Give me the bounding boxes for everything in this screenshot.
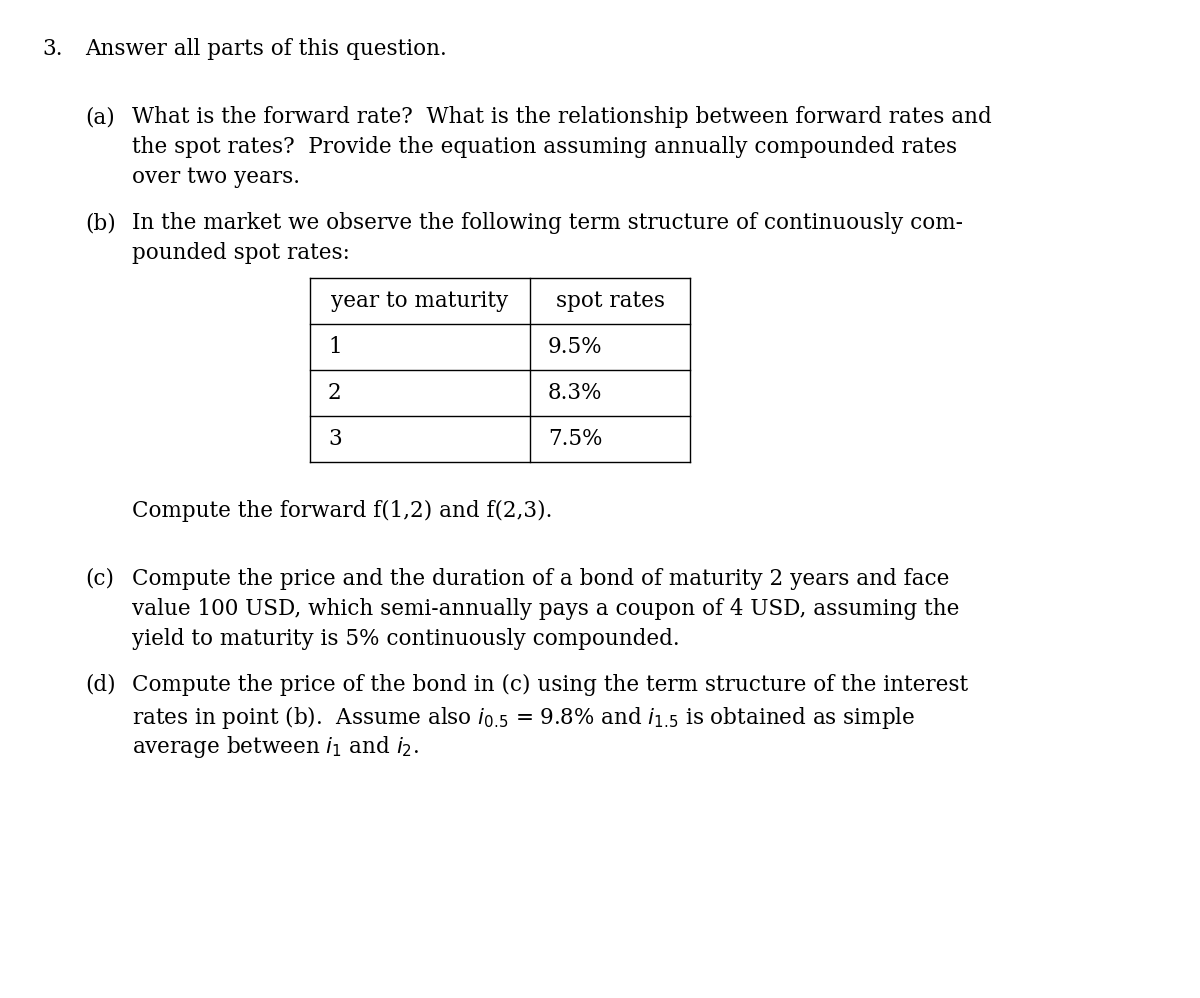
Text: 3.: 3.	[42, 38, 62, 60]
Text: 8.3%: 8.3%	[548, 382, 602, 404]
Text: (d): (d)	[85, 674, 115, 696]
Text: In the market we observe the following term structure of continuously com-: In the market we observe the following t…	[132, 212, 964, 234]
Text: Compute the price and the duration of a bond of maturity 2 years and face: Compute the price and the duration of a …	[132, 568, 949, 590]
Text: 3: 3	[328, 428, 342, 450]
Text: yield to maturity is 5% continuously compounded.: yield to maturity is 5% continuously com…	[132, 628, 679, 650]
Text: 1: 1	[328, 336, 342, 358]
Text: rates in point (b).  Assume also $i_{0.5}$ = 9.8% and $i_{1.5}$ is obtained as s: rates in point (b). Assume also $i_{0.5}…	[132, 704, 916, 731]
Text: 9.5%: 9.5%	[548, 336, 602, 358]
Text: the spot rates?  Provide the equation assuming annually compounded rates: the spot rates? Provide the equation ass…	[132, 136, 958, 158]
Text: pounded spot rates:: pounded spot rates:	[132, 242, 350, 264]
Text: (a): (a)	[85, 106, 115, 128]
Text: spot rates: spot rates	[556, 290, 665, 312]
Text: average between $i_1$ and $i_2$.: average between $i_1$ and $i_2$.	[132, 734, 419, 760]
Text: (c): (c)	[85, 568, 114, 590]
Text: over two years.: over two years.	[132, 166, 300, 188]
Text: Compute the forward f(1,2) and f(2,3).: Compute the forward f(1,2) and f(2,3).	[132, 500, 552, 522]
Text: 7.5%: 7.5%	[548, 428, 602, 450]
Text: What is the forward rate?  What is the relationship between forward rates and: What is the forward rate? What is the re…	[132, 106, 991, 128]
Text: (b): (b)	[85, 212, 115, 234]
Text: value 100 USD, which semi-annually pays a coupon of 4 USD, assuming the: value 100 USD, which semi-annually pays …	[132, 598, 959, 620]
Text: Compute the price of the bond in (c) using the term structure of the interest: Compute the price of the bond in (c) usi…	[132, 674, 968, 696]
Text: Answer all parts of this question.: Answer all parts of this question.	[85, 38, 446, 60]
Text: year to maturity: year to maturity	[331, 290, 509, 312]
Text: 2: 2	[328, 382, 342, 404]
